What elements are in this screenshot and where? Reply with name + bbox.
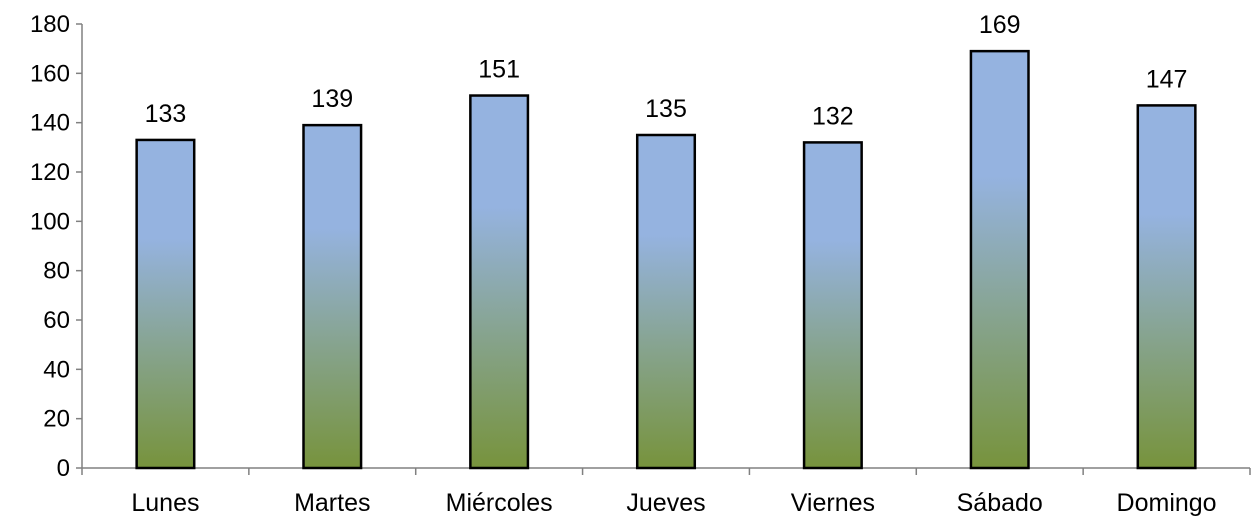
x-category-label-4: Viernes [791, 489, 875, 517]
y-tick-label: 60 [43, 307, 70, 334]
x-category-label-0: Lunes [131, 489, 199, 517]
data-label-4: 132 [812, 102, 854, 130]
x-axis: Lunes Martes Miércoles Jueves Viernes Sábado D… [81, 467, 1251, 517]
data-label-0: 133 [145, 100, 187, 128]
bar-2 [469, 94, 530, 470]
y-tick-label: 140 [30, 110, 70, 137]
x-category-label-6: Domingo [1117, 489, 1217, 517]
y-tick-label: 20 [43, 406, 70, 433]
data-label-2: 151 [478, 56, 520, 84]
bar-5 [969, 49, 1030, 470]
x-category-label-1: Martes [294, 489, 370, 517]
x-category-label-5: Sábado [957, 489, 1043, 517]
x-category-label-2: Miércoles [446, 489, 553, 517]
data-label-5: 169 [979, 11, 1021, 39]
bar-1 [302, 123, 363, 470]
y-tick-label: 0 [57, 455, 70, 482]
bar-0 [135, 138, 196, 470]
y-tick-label: 180 [30, 11, 70, 38]
data-label-3: 135 [645, 95, 687, 123]
x-category-label-3: Jueves [626, 489, 705, 517]
y-tick-label: 40 [43, 356, 70, 383]
y-tick-label: 80 [43, 258, 70, 285]
y-tick-label: 160 [30, 60, 70, 87]
data-label-6: 147 [1146, 65, 1188, 93]
y-tick-label: 120 [30, 159, 70, 186]
y-tick-label: 100 [30, 208, 70, 235]
data-label-1: 139 [311, 85, 353, 113]
bar-3 [635, 133, 697, 470]
bars [135, 49, 1197, 470]
bar-6 [1136, 104, 1197, 470]
data-labels: 133 139 151 135 132 169 147 [145, 11, 1188, 130]
y-axis: 0 20 40 60 80 100 120 140 160 180 [30, 11, 83, 482]
bar-4 [802, 141, 863, 470]
